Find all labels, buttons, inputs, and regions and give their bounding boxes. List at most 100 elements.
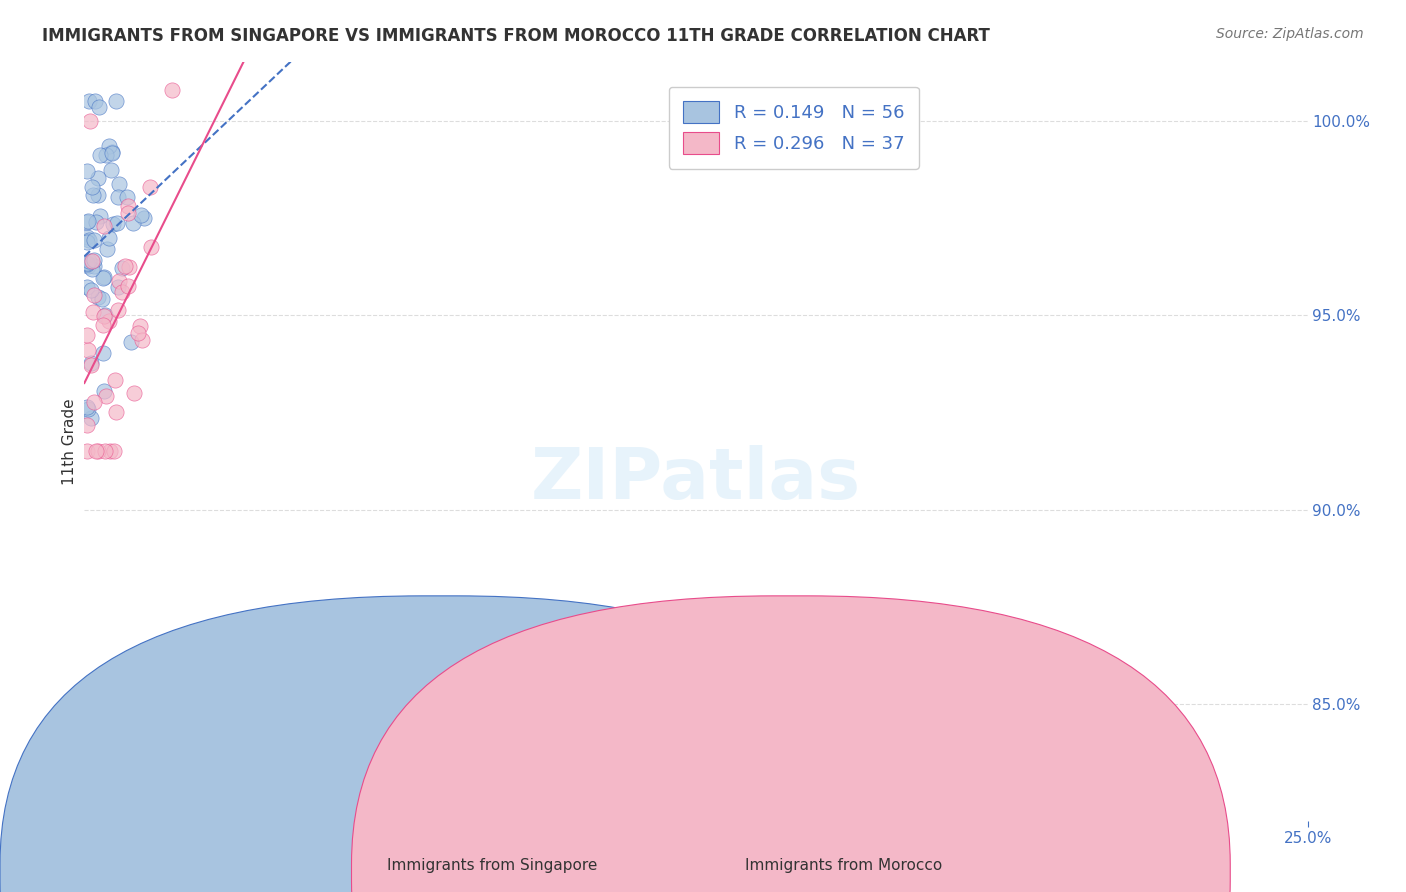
- Point: [104, 404, 127, 418]
- Text: IMMIGRANTS FROM SINGAPORE VS IMMIGRANTS FROM MOROCCO 11TH GRADE CORRELATION CHAR: IMMIGRANTS FROM SINGAPORE VS IMMIGRANTS …: [42, 27, 990, 45]
- Point: [80, 411, 103, 425]
- Point: [105, 216, 128, 230]
- Point: [107, 190, 129, 204]
- Point: [76, 215, 98, 229]
- Point: [83, 233, 105, 247]
- Point: [76, 280, 98, 294]
- Point: [93, 270, 115, 285]
- Point: [100, 162, 122, 177]
- Point: [83, 288, 105, 302]
- Point: [80, 283, 103, 297]
- Point: [76, 401, 98, 415]
- Point: [131, 333, 153, 347]
- Point: [77, 402, 100, 417]
- Legend: R = 0.149   N = 56, R = 0.296   N = 37: R = 0.149 N = 56, R = 0.296 N = 37: [669, 87, 920, 169]
- Point: [141, 239, 163, 253]
- Point: [96, 242, 118, 256]
- Point: [94, 389, 117, 403]
- Point: [77, 95, 100, 109]
- Point: [76, 229, 98, 244]
- Point: [83, 260, 105, 274]
- Point: [107, 302, 129, 317]
- Point: [91, 270, 114, 285]
- Text: Source: ZipAtlas.com: Source: ZipAtlas.com: [1216, 27, 1364, 41]
- Point: [82, 305, 104, 319]
- Point: [134, 211, 156, 225]
- Point: [94, 308, 117, 322]
- Point: [98, 139, 121, 153]
- Point: [108, 275, 131, 289]
- Point: [115, 190, 138, 204]
- Point: [110, 285, 132, 299]
- Point: [89, 209, 111, 223]
- Point: [129, 319, 152, 334]
- Point: [77, 259, 100, 273]
- Y-axis label: 11th Grade: 11th Grade: [62, 398, 77, 485]
- Point: [103, 217, 125, 231]
- Point: [117, 279, 139, 293]
- Point: [120, 334, 142, 349]
- Point: [127, 326, 149, 341]
- Point: [105, 95, 128, 109]
- Text: Immigrants from Morocco: Immigrants from Morocco: [745, 858, 942, 872]
- Point: [84, 444, 107, 458]
- Point: [79, 358, 101, 372]
- Point: [83, 395, 105, 409]
- Text: ZIPatlas: ZIPatlas: [531, 445, 860, 514]
- Point: [87, 171, 110, 186]
- Point: [93, 219, 115, 233]
- Point: [104, 373, 127, 387]
- Point: [108, 177, 131, 191]
- Point: [93, 444, 115, 458]
- Point: [76, 256, 98, 270]
- Point: [100, 444, 122, 458]
- Point: [122, 215, 145, 229]
- Point: [101, 145, 124, 160]
- Point: [82, 253, 104, 268]
- Point: [160, 83, 183, 97]
- Point: [84, 215, 107, 229]
- Point: [93, 309, 115, 323]
- Point: [89, 147, 111, 161]
- Point: [82, 188, 104, 202]
- Point: [76, 328, 98, 343]
- Point: [91, 318, 114, 332]
- Point: [91, 346, 114, 360]
- Point: [77, 343, 100, 357]
- Point: [76, 257, 98, 271]
- Point: [122, 386, 145, 401]
- Point: [118, 260, 141, 274]
- Point: [101, 145, 124, 160]
- Point: [76, 235, 98, 249]
- Point: [117, 206, 139, 220]
- Point: [97, 231, 120, 245]
- Point: [129, 208, 152, 222]
- Point: [80, 180, 103, 194]
- Point: [87, 100, 110, 114]
- Point: [138, 179, 160, 194]
- Point: [80, 356, 103, 370]
- Point: [76, 444, 98, 458]
- Point: [76, 164, 98, 178]
- Point: [83, 253, 105, 268]
- Point: [107, 280, 129, 294]
- Point: [87, 444, 110, 458]
- Point: [76, 214, 98, 228]
- Point: [80, 262, 103, 277]
- Point: [103, 444, 125, 458]
- Point: [87, 187, 110, 202]
- Point: [96, 148, 118, 162]
- Point: [84, 95, 107, 109]
- Point: [114, 259, 136, 273]
- Point: [97, 314, 120, 328]
- Point: [87, 290, 110, 304]
- Text: Immigrants from Singapore: Immigrants from Singapore: [387, 858, 598, 872]
- Point: [79, 114, 101, 128]
- Point: [117, 198, 139, 212]
- Point: [91, 293, 114, 307]
- Point: [77, 254, 100, 268]
- Point: [111, 261, 134, 276]
- Point: [93, 384, 115, 398]
- Point: [79, 233, 101, 247]
- Point: [76, 418, 98, 433]
